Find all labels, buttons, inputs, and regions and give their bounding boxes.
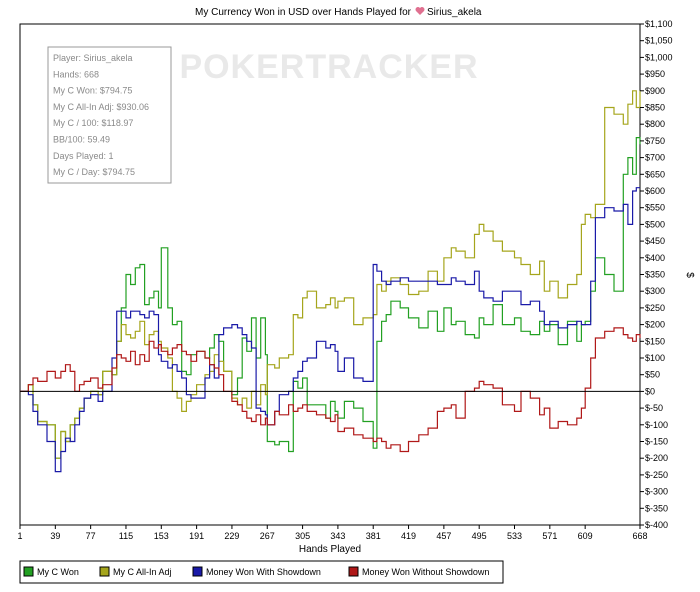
x-tick-label: 1 [17, 531, 22, 541]
y-tick-label: $-250 [645, 470, 668, 480]
stats-line: My C All-In Adj: $930.06 [53, 102, 149, 112]
y-tick-label: $900 [645, 86, 665, 96]
x-tick-label: 267 [260, 531, 275, 541]
heart-icon [415, 7, 425, 15]
x-tick-label: 39 [50, 531, 60, 541]
x-tick-label: 381 [366, 531, 381, 541]
y-tick-label: $600 [645, 186, 665, 196]
x-tick-label: 229 [224, 531, 239, 541]
y-tick-label: $650 [645, 169, 665, 179]
stats-line: My C / 100: $118.97 [53, 118, 133, 128]
y-tick-label: $-200 [645, 453, 668, 463]
y-tick-label: $100 [645, 353, 665, 363]
legend-label: My C All-In Adj [113, 567, 172, 577]
x-tick-label: 609 [578, 531, 593, 541]
y-tick-label: $-150 [645, 437, 668, 447]
y-tick-label: $700 [645, 153, 665, 163]
legend-label: My C Won [37, 567, 79, 577]
watermark-logo: POKERTRACKER [179, 48, 478, 86]
y-tick-label: $1,050 [645, 36, 673, 46]
y-tick-label: $200 [645, 320, 665, 330]
y-tick-label: $250 [645, 303, 665, 313]
y-tick-label: $550 [645, 203, 665, 213]
y-tick-label: $800 [645, 119, 665, 129]
x-tick-label: 457 [436, 531, 451, 541]
y-tick-label: $950 [645, 69, 665, 79]
x-tick-label: 343 [330, 531, 345, 541]
series-line-money-won-without-showdown [20, 327, 641, 453]
chart-title-player: Sirius_akela [427, 7, 482, 18]
x-tick-label: 153 [154, 531, 169, 541]
y-tick-label: $450 [645, 236, 665, 246]
chart-title: My Currency Won in USD over Hands Played… [195, 7, 412, 18]
x-tick-label: 668 [632, 531, 647, 541]
series-line-money-won-with-showdown [20, 187, 640, 473]
legend-swatch [348, 566, 359, 577]
y-tick-label: $500 [645, 219, 665, 229]
stats-line: Player: Sirius_akela [53, 53, 133, 63]
x-tick-label: 571 [542, 531, 557, 541]
stats-line: Days Played: 1 [53, 151, 114, 161]
y-tick-label: $400 [645, 253, 665, 263]
y-tick-label: $300 [645, 286, 665, 296]
y-tick-label: $750 [645, 136, 665, 146]
y-tick-label: $1,100 [645, 19, 673, 29]
y-tick-label: $-400 [645, 520, 668, 530]
y-tick-label: $350 [645, 270, 665, 280]
y-tick-label: $-300 [645, 487, 668, 497]
y-tick-label: $-100 [645, 420, 668, 430]
x-tick-label: 115 [119, 531, 133, 541]
x-tick-label: 495 [472, 531, 487, 541]
y-tick-label: $-50 [645, 403, 663, 413]
stats-line: BB/100: 59.49 [53, 135, 110, 145]
legend-swatch [99, 566, 110, 577]
legend-label: Money Won With Showdown [206, 567, 321, 577]
stats-line: My C / Day: $794.75 [53, 167, 135, 177]
x-tick-label: 419 [401, 531, 416, 541]
y-tick-label: $-350 [645, 503, 668, 513]
x-tick-label: 305 [295, 531, 310, 541]
series-line-my-c-all-in-adj [20, 90, 641, 459]
legend: My C Won My C All-In Adj Money Won With Sh… [19, 560, 504, 584]
legend-swatch [23, 566, 34, 577]
x-tick-label: 191 [189, 531, 204, 541]
y-tick-label: $850 [645, 103, 665, 113]
y-tick-label: $0 [645, 386, 655, 396]
stats-line: My C Won: $794.75 [53, 86, 132, 96]
y-tick-label: $1,000 [645, 52, 673, 62]
legend-label: Money Won Without Showdown [362, 567, 489, 577]
y-tick-label: $150 [645, 336, 665, 346]
stats-line: Hands: 668 [53, 69, 99, 79]
y-tick-label: $50 [645, 370, 660, 380]
x-axis-label: Hands Played [299, 544, 361, 555]
legend-swatch [192, 566, 203, 577]
x-tick-label: 77 [86, 531, 96, 541]
x-tick-label: 533 [507, 531, 522, 541]
stats-box: Player: Sirius_akela Hands: 668 My C Won: … [47, 46, 172, 184]
y-axis-label: $ [684, 272, 695, 278]
